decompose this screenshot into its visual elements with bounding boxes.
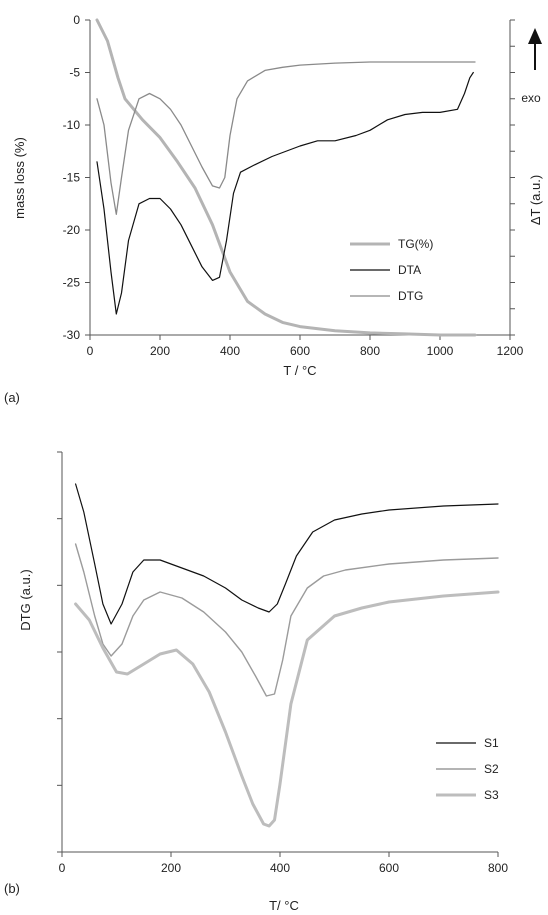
panel-a-y-tick-label: -30 [63, 328, 81, 342]
panel-a-chart: 0 200 400 600 800 1000 1200 0 -5 -10 -15 -20 -25 -30… [4, 13, 543, 405]
panel-a-series-line-2 [96, 71, 474, 315]
panel-a-right-axis-ticks [510, 19, 515, 336]
panel-a-x-tick-label: 400 [220, 344, 240, 358]
panel-a-y-tick-label: -20 [63, 223, 81, 237]
panel-b-x-tick-label: 200 [161, 861, 181, 875]
panel-b-series [74, 483, 500, 828]
panel-a-x-tick-label: 600 [290, 344, 310, 358]
panel-a-y-tick-label: -5 [69, 66, 80, 80]
panel-a-legend-label: DTA [398, 263, 421, 277]
panel-a-y-tick-label: -10 [63, 118, 81, 132]
panel-a-y-tick-label: 0 [73, 13, 80, 27]
panel-a-x-tick-label: 0 [87, 344, 94, 358]
panel-b-x-tick-label: 400 [270, 861, 290, 875]
panel-b-x-tick-label: 600 [379, 861, 399, 875]
exo-annotation: exo [521, 91, 541, 105]
panel-a-y-tick-label: -15 [63, 171, 81, 185]
panel-b-x-ticks: 0 200 400 600 800 [59, 852, 508, 875]
panel-a-legend: TG(%) DTA DTG [350, 237, 433, 303]
panel-a-series [95, 18, 477, 337]
panel-a-legend-label: DTG [398, 289, 423, 303]
panel-a-y-label: mass loss (%) [12, 137, 27, 219]
panel-a-legend-label: TG(%) [398, 237, 433, 251]
panel-b-series-line-1 [75, 483, 499, 625]
exo-arrow-icon [528, 28, 542, 70]
panel-b-x-tick-label: 800 [488, 861, 508, 875]
panel-a-series-line-3 [96, 61, 476, 215]
panel-b-panel-label: (b) [4, 881, 20, 896]
panel-a-panel-label: (a) [4, 390, 20, 405]
panel-a-y-ticks: 0 -5 -10 -15 -20 -25 -30 [63, 13, 90, 342]
panel-b-series-line-2 [74, 543, 499, 697]
panel-b-series-line-3 [74, 590, 500, 828]
panel-b-legend-label: S1 [484, 736, 499, 750]
panel-a-y2-label: ΔT (a.u.) [528, 175, 543, 225]
panel-b-chart: 0 200 400 600 800 S1 S2 S3 DTG (a.u.) T/ °C (b… [4, 451, 508, 913]
panel-b-y-ticks [57, 451, 62, 853]
panel-a-x-tick-label: 1000 [427, 344, 454, 358]
panel-a-x-label: T / °C [283, 363, 316, 378]
panel-b-y-label: DTG (a.u.) [18, 569, 33, 630]
panel-a-x-tick-label: 200 [150, 344, 170, 358]
panel-b-x-tick-label: 0 [59, 861, 66, 875]
panel-b-legend-label: S3 [484, 788, 499, 802]
panel-a-x-tick-label: 1200 [497, 344, 524, 358]
panel-b-legend: S1 S2 S3 [436, 736, 499, 802]
panel-a-series-line-1 [95, 18, 477, 337]
panel-b-legend-label: S2 [484, 762, 499, 776]
panel-a-x-ticks: 0 200 400 600 800 1000 1200 [87, 335, 524, 358]
panel-a-y-tick-label: -25 [63, 276, 81, 290]
panel-a-x-tick-label: 800 [360, 344, 380, 358]
panel-b-x-label: T/ °C [269, 898, 299, 913]
